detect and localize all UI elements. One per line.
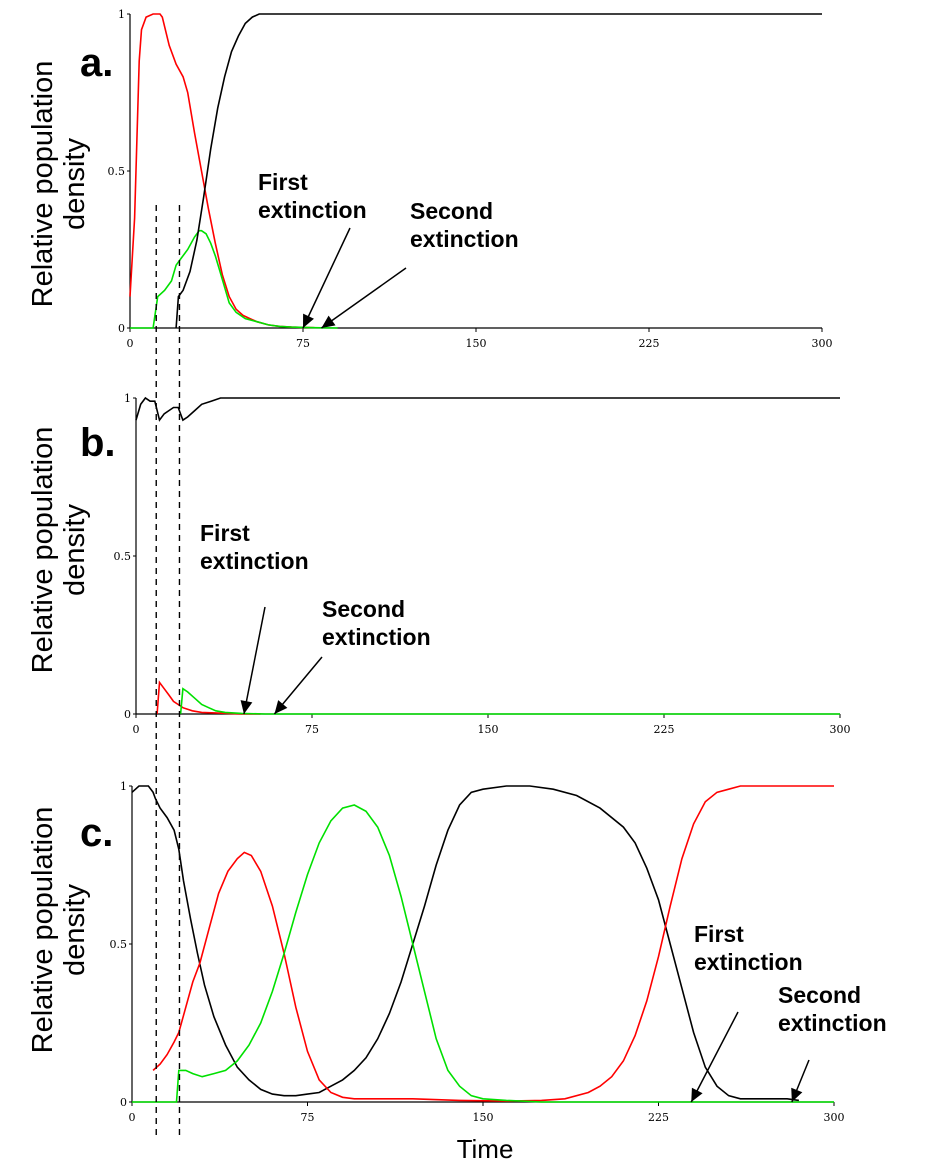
series-line-black — [175, 13, 822, 329]
chart-panel-3: 0 75 150 225 300 0 0.5 1 Relative populationdens… — [27, 780, 887, 1124]
annotation-arrowhead — [303, 313, 314, 328]
annotation-label: Second extinction — [410, 198, 519, 252]
y-tick-label: 1 — [120, 780, 127, 793]
annotation-arrowhead — [274, 700, 288, 714]
y-tick-label: 0.5 — [108, 165, 126, 178]
y-tick-label: 0 — [124, 708, 131, 721]
chart-panel-2: 0 75 150 225 300 0 0.5 1 Relative populationdens… — [27, 392, 851, 736]
x-tick-label: 225 — [639, 337, 660, 350]
annotation-arrow — [690, 1011, 739, 1103]
x-tick-label: 150 — [473, 1111, 494, 1124]
x-tick-label: 300 — [812, 337, 833, 350]
panel-label: a. — [80, 41, 113, 85]
annotation-arrow — [243, 606, 266, 715]
x-tick-label: 75 — [301, 1111, 315, 1124]
annotation-arrowhead — [240, 700, 253, 714]
x-axis-label: Time — [457, 1134, 514, 1164]
dashed-markers — [155, 205, 181, 1140]
x-tick-label: 150 — [478, 723, 499, 736]
x-tick-label: 225 — [654, 723, 675, 736]
panel-label: c. — [80, 811, 113, 855]
annotation-label: First extinction — [694, 921, 803, 975]
annotation-label: First extinction — [258, 169, 367, 223]
panels: 0 75 150 225 300 0 0.5 1 Relative populationdens… — [27, 8, 887, 1124]
annotation-label: Second extinction — [322, 596, 431, 650]
panel-label: b. — [80, 421, 116, 465]
y-tick-label: 0.5 — [110, 938, 128, 951]
y-axis-label: Relative populationdensity — [27, 427, 91, 674]
y-axis-label: Relative populationdensity — [27, 61, 91, 308]
x-tick-label: 0 — [127, 337, 134, 350]
x-tick-label: 225 — [648, 1111, 669, 1124]
y-tick-label: 0.5 — [114, 550, 132, 563]
annotation-arrowhead — [691, 1087, 703, 1102]
x-tick-label: 300 — [824, 1111, 845, 1124]
y-tick-label: 1 — [124, 392, 131, 405]
y-tick-label: 0 — [118, 322, 125, 335]
chart-panel-1: 0 75 150 225 300 0 0.5 1 Relative populationdens… — [27, 8, 833, 350]
series-line-red — [152, 785, 834, 1102]
annotation-arrow — [302, 227, 351, 329]
x-tick-label: 300 — [830, 723, 851, 736]
y-axis-label: Relative populationdensity — [27, 807, 91, 1054]
series-line-green — [179, 687, 840, 715]
series-line-green — [132, 804, 834, 1103]
y-tick-label: 1 — [118, 8, 125, 21]
x-tick-label: 0 — [133, 723, 140, 736]
x-tick-label: 75 — [305, 723, 319, 736]
y-tick-label: 0 — [120, 1096, 127, 1109]
series-line-black — [135, 396, 840, 422]
annotation-arrow — [321, 267, 407, 329]
annotation-arrowhead — [791, 1087, 803, 1102]
series-line-black — [131, 785, 800, 1102]
annotation-arrowhead — [321, 315, 336, 328]
annotation-label: Second extinction — [778, 982, 887, 1036]
series-line-green — [130, 229, 338, 329]
x-tick-label: 75 — [296, 337, 310, 350]
annotation-label: First extinction — [200, 520, 309, 574]
x-tick-label: 150 — [466, 337, 487, 350]
x-tick-label: 0 — [129, 1111, 136, 1124]
